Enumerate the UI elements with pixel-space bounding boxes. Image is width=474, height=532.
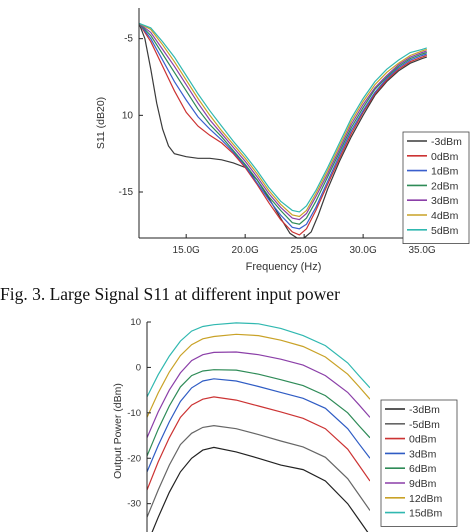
y-tick-label-2: -15 xyxy=(119,187,134,198)
figure-caption: Fig. 3. Large Signal S11 at different in… xyxy=(0,284,340,304)
legend-label-2: 0dBm xyxy=(409,434,437,446)
x-tick-label-3: 30.0G xyxy=(349,245,376,256)
legend-label-1: 0dBm xyxy=(431,151,459,163)
series-line-1 xyxy=(147,424,370,518)
y-tick-label-4: -30 xyxy=(127,499,141,510)
series-line-5 xyxy=(147,351,370,439)
legend-box xyxy=(380,399,458,527)
x-tick-label-1: 20.0G xyxy=(232,245,259,256)
y-tick-label-1: 0 xyxy=(136,362,141,373)
series-line-3 xyxy=(139,22,427,225)
legend-label-0: -3dBm xyxy=(431,136,462,148)
legend-label-4: 3dBm xyxy=(431,195,459,207)
legend-label-5: 9dBm xyxy=(409,478,437,490)
x-tick-label-4: 35.0G xyxy=(408,245,435,256)
series-line-7 xyxy=(147,322,370,398)
series-line-4 xyxy=(139,22,427,221)
series-line-5 xyxy=(139,22,427,218)
x-tick-label-2: 25.0G xyxy=(291,245,318,256)
legend-label-6: 5dBm xyxy=(431,225,459,237)
series-line-0 xyxy=(151,446,369,532)
series-line-2 xyxy=(147,396,370,491)
series-line-3 xyxy=(147,378,370,473)
series-line-0 xyxy=(139,23,427,239)
series-line-4 xyxy=(147,369,370,457)
legend-label-0: -3dBm xyxy=(409,404,440,416)
y-axis-label: Output Power (dBm) xyxy=(112,383,124,479)
y-tick-label-0: 10 xyxy=(130,317,141,328)
y-tick-label-2: -10 xyxy=(127,408,141,419)
series-line-2 xyxy=(139,22,427,230)
legend-label-5: 4dBm xyxy=(431,210,459,222)
legend-label-7: 15dBm xyxy=(409,508,443,520)
series-line-1 xyxy=(139,22,427,236)
legend-label-2: 1dBm xyxy=(431,166,459,178)
legend-box xyxy=(402,131,470,244)
x-tick-label-0: 15.0G xyxy=(173,245,200,256)
legend-label-3: 2dBm xyxy=(431,180,459,192)
x-axis-label: Frequency (Hz) xyxy=(246,261,322,273)
series-line-6 xyxy=(147,333,370,418)
legend-label-4: 6dBm xyxy=(409,463,437,475)
legend-label-6: 12dBm xyxy=(409,493,443,505)
legend-label-1: -5dBm xyxy=(409,419,440,431)
s11-chart: -5 10 -15 15.0G 20.0G 25.0G 30.0G 35.0G Frequenc… xyxy=(95,8,470,273)
series-line-6 xyxy=(139,22,427,213)
legend-label-3: 3dBm xyxy=(409,448,437,460)
y-tick-label-0: -5 xyxy=(124,34,133,45)
y-axis-label: S11 (dB20) xyxy=(95,97,107,149)
y-tick-label-1: 10 xyxy=(122,110,134,121)
y-tick-label-3: -20 xyxy=(127,453,141,464)
